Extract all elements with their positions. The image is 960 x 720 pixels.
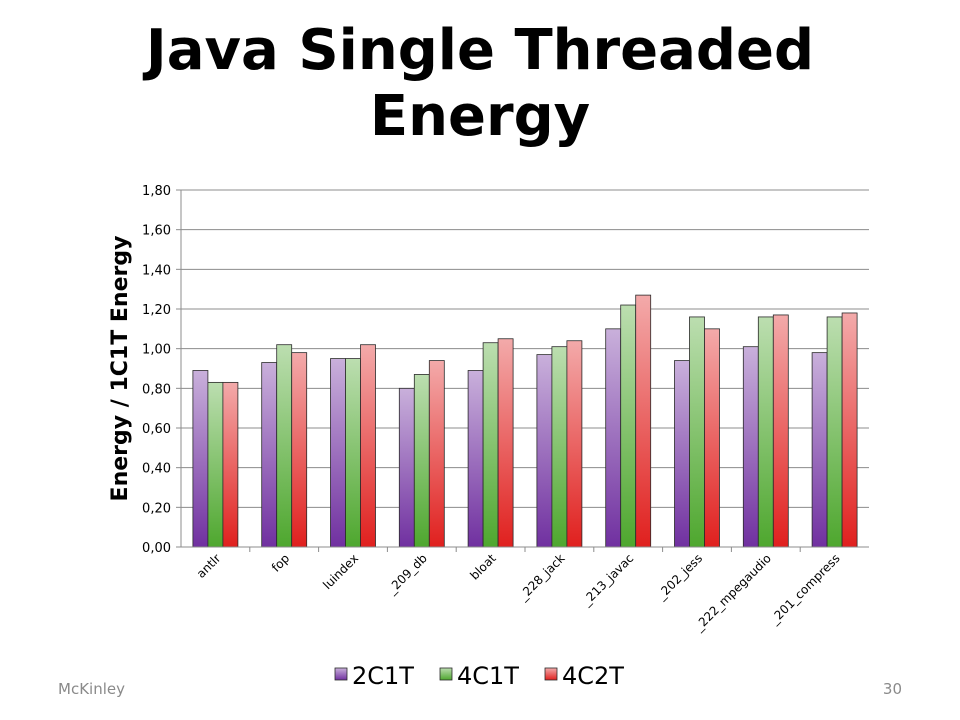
y-tick-label: 1,20 bbox=[142, 303, 171, 318]
y-tick-label: 0,80 bbox=[142, 382, 171, 397]
bar-4c2t-antlr bbox=[222, 381, 239, 548]
bar-2c1t-222_mpegaudio bbox=[742, 346, 759, 548]
slide-title-line-2: Energy bbox=[369, 84, 591, 149]
bar-2c1t-228_jack bbox=[536, 354, 553, 548]
page-number: 30 bbox=[882, 680, 902, 698]
bar-4c1t-bloat bbox=[482, 342, 499, 548]
bar-4c1t-fop bbox=[276, 344, 293, 548]
legend-swatch bbox=[544, 667, 558, 681]
bar-4c2t-fop bbox=[291, 352, 308, 548]
bar-4c2t-bloat bbox=[497, 338, 514, 548]
bars bbox=[192, 294, 858, 548]
x-tick-label: _228_jack bbox=[515, 551, 567, 603]
bar-4c2t-209_db bbox=[428, 360, 445, 548]
bar-2c1t-antlr bbox=[192, 370, 209, 548]
x-tick-label: _222_mpegaudio bbox=[691, 551, 774, 634]
footer-author: McKinley bbox=[58, 680, 125, 698]
bar-2c1t-209_db bbox=[398, 387, 415, 548]
bar-2c1t-bloat bbox=[467, 370, 484, 548]
bar-4c1t-antlr bbox=[207, 381, 224, 548]
slide-title-line-1: Java Single Threaded bbox=[145, 18, 815, 83]
bar-4c2t-222_mpegaudio bbox=[772, 314, 789, 548]
bar-4c2t-luindex bbox=[360, 344, 376, 548]
x-tick-label: _201_compress bbox=[767, 551, 843, 627]
x-tick-label: bloat bbox=[467, 551, 499, 583]
legend-label: 4C2T bbox=[562, 662, 624, 690]
legend-item-2c1t: 2C1T bbox=[334, 662, 414, 690]
bar-2c1t-luindex bbox=[330, 358, 346, 548]
y-tick-label: 1,00 bbox=[142, 343, 171, 358]
legend-item-4c2t: 4C2T bbox=[544, 662, 624, 690]
legend-swatch bbox=[334, 667, 348, 681]
y-axis-title: Energy / 1C1T Energy bbox=[108, 236, 133, 502]
x-tick-label: luindex bbox=[320, 551, 361, 592]
bar-4c2t-213_javac bbox=[635, 294, 652, 548]
slide-title: Java Single Threaded Energy bbox=[0, 18, 960, 150]
bar-4c1t-luindex bbox=[345, 358, 361, 548]
legend-label: 4C1T bbox=[457, 662, 519, 690]
y-tick-label: 0,60 bbox=[142, 422, 171, 437]
x-tick-label: fop bbox=[269, 551, 292, 574]
legend-swatch bbox=[439, 667, 453, 681]
bar-4c2t-228_jack bbox=[566, 340, 583, 548]
bar-4c2t-202_jess bbox=[704, 328, 720, 548]
bar-2c1t-213_javac bbox=[605, 328, 622, 548]
x-tick-label: _209_db bbox=[384, 551, 430, 597]
bar-4c1t-201_compress bbox=[826, 316, 843, 548]
x-tick-label: _202_jess bbox=[653, 551, 705, 603]
y-tick-label: 0,20 bbox=[142, 501, 171, 516]
legend-item-4c1t: 4C1T bbox=[439, 662, 519, 690]
legend: 2C1T 4C1T 4C2T bbox=[334, 662, 624, 690]
bar-4c2t-201_compress bbox=[841, 312, 858, 548]
y-tick-label: 1,80 bbox=[142, 184, 171, 199]
bar-4c1t-228_jack bbox=[551, 346, 568, 548]
bar-4c1t-213_javac bbox=[620, 304, 637, 548]
bar-2c1t-202_jess bbox=[674, 360, 690, 548]
bar-4c1t-222_mpegaudio bbox=[757, 316, 774, 548]
bar-4c1t-209_db bbox=[413, 374, 430, 548]
bar-2c1t-201_compress bbox=[811, 352, 828, 548]
y-tick-label: 1,60 bbox=[142, 224, 171, 239]
x-tick-label: antlr bbox=[194, 551, 224, 581]
bar-4c1t-202_jess bbox=[689, 316, 705, 548]
y-tick-label: 0,00 bbox=[142, 541, 171, 556]
bar-2c1t-fop bbox=[261, 362, 278, 548]
legend-label: 2C1T bbox=[352, 662, 414, 690]
y-tick-label: 1,40 bbox=[142, 263, 171, 278]
y-tick-label: 0,40 bbox=[142, 462, 171, 477]
x-tick-label: _213_javac bbox=[579, 551, 637, 609]
